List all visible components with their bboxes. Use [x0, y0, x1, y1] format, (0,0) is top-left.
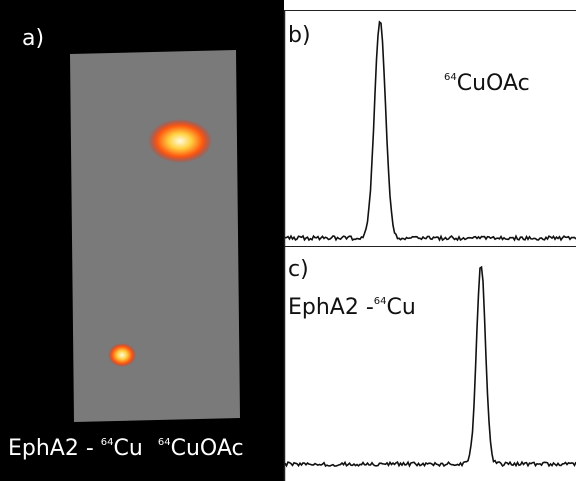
annotation: 64CuOAc	[444, 71, 530, 96]
panel-label: a)	[22, 26, 44, 51]
tlc-plate	[70, 50, 240, 422]
chromatogram-trace	[284, 265, 576, 468]
superscript: 64	[101, 437, 114, 448]
caption-text: Cu	[114, 436, 143, 461]
chromatogram-trace	[284, 20, 576, 242]
annotation: EphA2 -64Cu	[288, 295, 416, 320]
superscript: 64	[444, 72, 457, 83]
superscript: 64	[374, 296, 387, 307]
annotation-text: EphA2 -	[288, 295, 374, 320]
annotation-text: Cu	[387, 295, 416, 320]
hot-spot	[148, 119, 212, 163]
annotation-text: CuOAc	[457, 71, 530, 96]
panel-label: c)	[288, 257, 309, 282]
panel-label: b)	[288, 23, 311, 48]
caption-text: CuOAc	[171, 436, 244, 461]
caption: EphA2 - 64Cu 64CuOAc	[8, 436, 244, 461]
caption-text: EphA2 -	[8, 436, 94, 461]
superscript: 64	[158, 437, 171, 448]
origin-spot	[108, 343, 136, 367]
